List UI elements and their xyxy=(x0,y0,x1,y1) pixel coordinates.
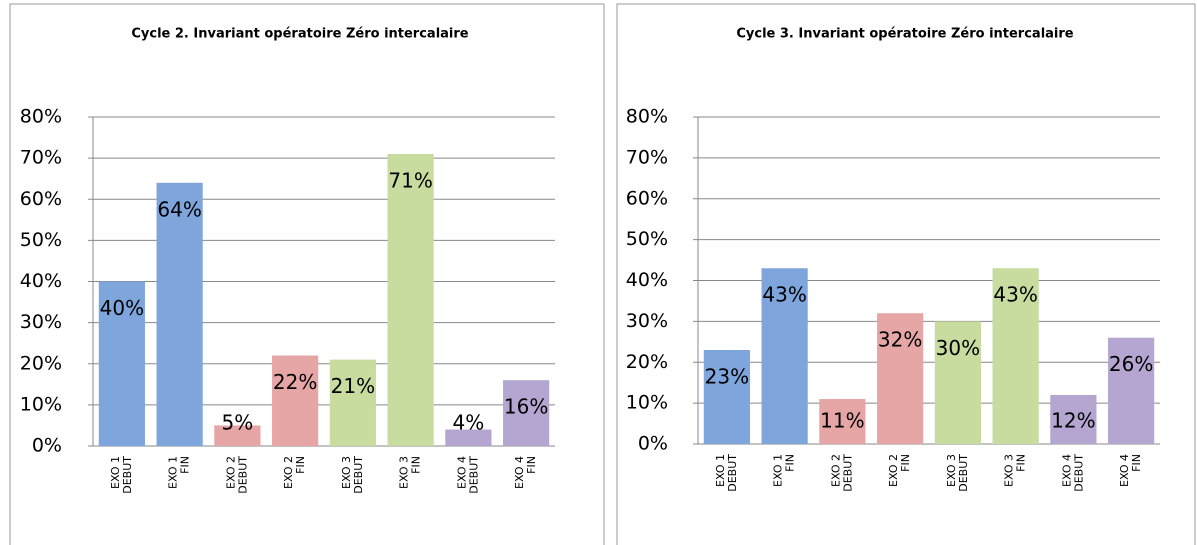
y-tick-label: 30% xyxy=(626,310,668,332)
x-tick-label: DEBUT xyxy=(841,454,854,492)
y-tick-label: 40% xyxy=(626,269,668,291)
x-tick-label: EXO 3 xyxy=(945,454,958,487)
x-tick-label: FIN xyxy=(410,456,423,474)
y-tick-label: 60% xyxy=(626,187,668,209)
x-tick-label: EXO 3 xyxy=(1003,454,1016,487)
y-tick-label: 0% xyxy=(32,435,62,457)
x-tick-label: DEBUT xyxy=(957,454,970,492)
x-tick-label: FIN xyxy=(784,454,797,472)
y-tick-label: 10% xyxy=(626,392,668,414)
bar xyxy=(992,268,1039,444)
x-tick-label: EXO 2 xyxy=(282,456,295,489)
data-label: 16% xyxy=(504,395,548,419)
x-tick-label: EXO 3 xyxy=(340,456,353,489)
y-tick-label: 20% xyxy=(20,352,62,374)
bar xyxy=(877,313,924,444)
data-label: 71% xyxy=(388,169,432,193)
bar xyxy=(1108,337,1155,444)
panel-border xyxy=(9,3,605,545)
chart-title: Cycle 3. Invariant opératoire Zéro inter… xyxy=(736,27,1073,42)
bar xyxy=(387,154,434,446)
x-tick-label: EXO 4 xyxy=(513,456,526,489)
data-label: 30% xyxy=(936,336,980,360)
data-label: 40% xyxy=(100,296,144,320)
x-tick-label: EXO 1 xyxy=(109,456,122,489)
bar xyxy=(703,349,750,444)
x-tick-label: DEBUT xyxy=(1072,454,1085,492)
x-tick-label: DEBUT xyxy=(121,456,134,494)
y-tick-label: 20% xyxy=(626,351,668,373)
x-tick-label: EXO 2 xyxy=(829,454,842,487)
y-tick-label: 70% xyxy=(20,147,62,169)
x-tick-label: FIN xyxy=(525,456,538,474)
x-tick-label: DEBUT xyxy=(467,456,480,494)
data-label: 23% xyxy=(705,364,749,388)
x-tick-label: EXO 1 xyxy=(772,454,785,487)
data-label: 21% xyxy=(331,374,375,398)
chart-title: Cycle 2. Invariant opératoire Zéro inter… xyxy=(131,27,468,42)
x-tick-label: EXO 1 xyxy=(167,456,180,489)
y-tick-label: 40% xyxy=(20,270,62,292)
x-tick-label: DEBUT xyxy=(352,456,365,494)
x-tick-label: EXO 1 xyxy=(714,454,727,487)
y-tick-label: 50% xyxy=(626,228,668,250)
x-tick-label: EXO 2 xyxy=(887,454,900,487)
data-label: 4% xyxy=(453,411,485,435)
data-label: 5% xyxy=(222,411,254,435)
x-tick-label: EXO 4 xyxy=(455,456,468,489)
bar xyxy=(156,182,203,447)
bar xyxy=(761,268,808,444)
x-tick-label: FIN xyxy=(1130,454,1143,472)
y-tick-label: 70% xyxy=(626,146,668,168)
x-tick-label: EXO 3 xyxy=(398,456,411,489)
data-label: 12% xyxy=(1051,409,1095,433)
bar xyxy=(1050,394,1097,444)
x-tick-label: FIN xyxy=(1015,454,1028,472)
data-label: 26% xyxy=(1109,352,1153,376)
y-tick-label: 0% xyxy=(638,433,668,455)
x-tick-label: DEBUT xyxy=(236,456,249,494)
bar xyxy=(934,321,981,444)
y-tick-label: 10% xyxy=(20,393,62,415)
bar xyxy=(445,429,492,446)
y-tick-label: 80% xyxy=(626,106,668,128)
bar xyxy=(98,281,145,446)
data-label: 43% xyxy=(993,283,1037,307)
y-tick-label: 50% xyxy=(20,229,62,251)
bar xyxy=(503,380,550,446)
x-tick-label: FIN xyxy=(899,454,912,472)
x-tick-label: EXO 4 xyxy=(1118,454,1131,487)
data-label: 43% xyxy=(762,283,806,307)
data-label: 64% xyxy=(157,197,201,221)
panel-border xyxy=(616,3,1196,545)
bar xyxy=(272,355,319,446)
x-tick-label: DEBUT xyxy=(726,454,739,492)
bar xyxy=(819,399,866,444)
x-tick-label: FIN xyxy=(294,456,307,474)
y-tick-label: 80% xyxy=(20,106,62,128)
data-label: 22% xyxy=(273,370,317,394)
data-label: 32% xyxy=(878,328,922,352)
bar xyxy=(214,425,261,446)
bar xyxy=(329,359,376,446)
x-tick-label: FIN xyxy=(179,456,192,474)
y-tick-label: 60% xyxy=(20,188,62,210)
data-label: 11% xyxy=(820,409,864,433)
x-tick-label: EXO 2 xyxy=(224,456,237,489)
x-tick-label: EXO 4 xyxy=(1060,454,1073,487)
y-tick-label: 30% xyxy=(20,311,62,333)
